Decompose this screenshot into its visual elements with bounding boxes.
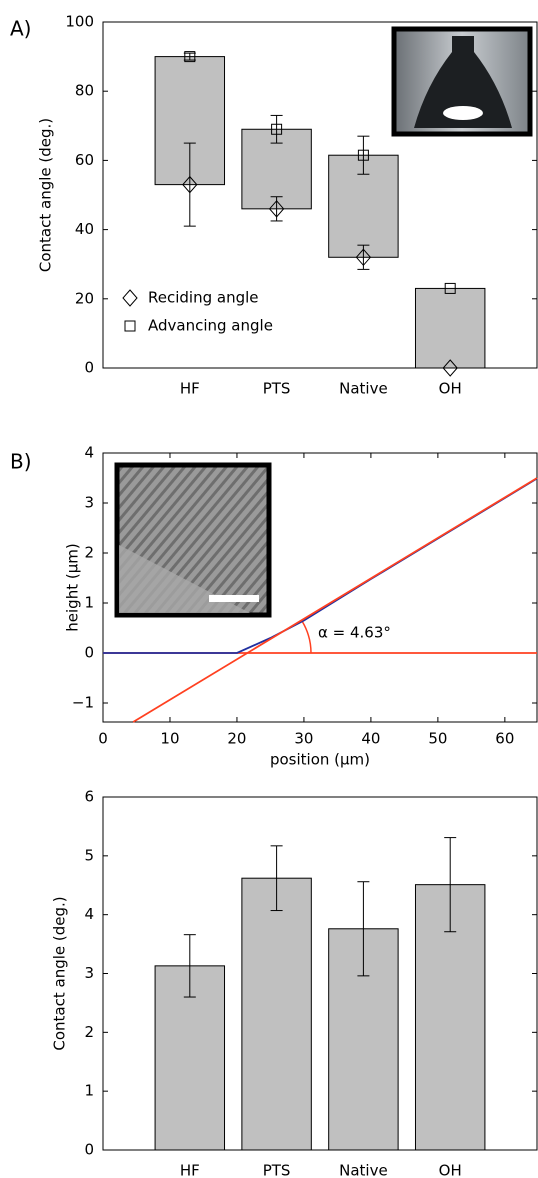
inset-afm bbox=[114, 462, 272, 618]
square-marker bbox=[444, 282, 456, 294]
y-axis-label: height (μm) bbox=[64, 543, 82, 631]
legend-label: Advancing angle bbox=[148, 317, 273, 335]
y-tick-label: −1 bbox=[72, 694, 94, 712]
square-marker bbox=[271, 123, 283, 135]
y-axis-label: Contact angle (deg.) bbox=[37, 118, 55, 272]
x-tick-label: 20 bbox=[227, 730, 246, 748]
diamond-marker bbox=[268, 200, 285, 218]
y-tick-label: 0 bbox=[84, 1141, 94, 1159]
y-tick-label: 1 bbox=[84, 1082, 94, 1100]
x-tick-label: OH bbox=[439, 380, 462, 398]
x-tick-label: PTS bbox=[263, 1162, 291, 1178]
inset-photo bbox=[391, 26, 533, 137]
y-tick-label: 60 bbox=[75, 151, 94, 169]
y-tick-label: 5 bbox=[84, 846, 94, 864]
panel-label: B) bbox=[10, 450, 32, 474]
x-axis-label: position (μm) bbox=[270, 751, 370, 769]
x-tick-label: 50 bbox=[428, 730, 447, 748]
x-tick-label: 60 bbox=[495, 730, 514, 748]
y-tick-label: 2 bbox=[84, 544, 94, 562]
y-axis-label: Contact angle (deg.) bbox=[51, 896, 69, 1050]
y-tick-label: 20 bbox=[75, 289, 94, 307]
angle-arc bbox=[301, 620, 312, 654]
plot-frame bbox=[102, 21, 538, 369]
x-tick-label: OH bbox=[439, 1162, 462, 1178]
square-marker bbox=[357, 149, 369, 161]
y-tick-label: 40 bbox=[75, 220, 94, 238]
y-tick-label: 80 bbox=[75, 82, 94, 100]
x-tick-label: 30 bbox=[294, 730, 313, 748]
x-tick-label: HF bbox=[180, 1162, 200, 1178]
x-tick-label: 40 bbox=[361, 730, 380, 748]
x-tick-label: 10 bbox=[160, 730, 179, 748]
panel-label: A) bbox=[10, 17, 31, 41]
x-tick-label: Native bbox=[339, 380, 388, 398]
y-tick-label: 4 bbox=[84, 444, 94, 462]
y-tick-label: 3 bbox=[84, 964, 94, 982]
y-tick-label: 3 bbox=[84, 494, 94, 512]
x-tick-label: HF bbox=[180, 380, 200, 398]
range-bar bbox=[414, 287, 486, 369]
diamond-marker bbox=[442, 359, 458, 377]
x-tick-label: 0 bbox=[98, 730, 108, 748]
legend-marker bbox=[122, 289, 138, 307]
legend-marker bbox=[124, 320, 136, 332]
diamond-marker bbox=[182, 175, 198, 194]
diamond-marker bbox=[355, 248, 372, 267]
y-tick-label: 6 bbox=[84, 788, 94, 806]
line-series bbox=[132, 477, 538, 723]
y-tick-label: 1 bbox=[84, 594, 94, 612]
y-tick-label: 2 bbox=[84, 1023, 94, 1041]
bar bbox=[241, 877, 312, 1151]
y-tick-label: 100 bbox=[65, 13, 94, 31]
annotation: α = 4.63° bbox=[318, 624, 391, 642]
legend-label: Reciding angle bbox=[148, 289, 259, 307]
y-tick-label: 4 bbox=[84, 905, 94, 923]
y-tick-label: 0 bbox=[84, 359, 94, 377]
y-tick-label: 0 bbox=[84, 644, 94, 662]
x-tick-label: PTS bbox=[263, 380, 291, 398]
square-marker bbox=[184, 51, 196, 63]
plot-frame bbox=[102, 452, 538, 723]
x-tick-label: Native bbox=[339, 1162, 388, 1178]
